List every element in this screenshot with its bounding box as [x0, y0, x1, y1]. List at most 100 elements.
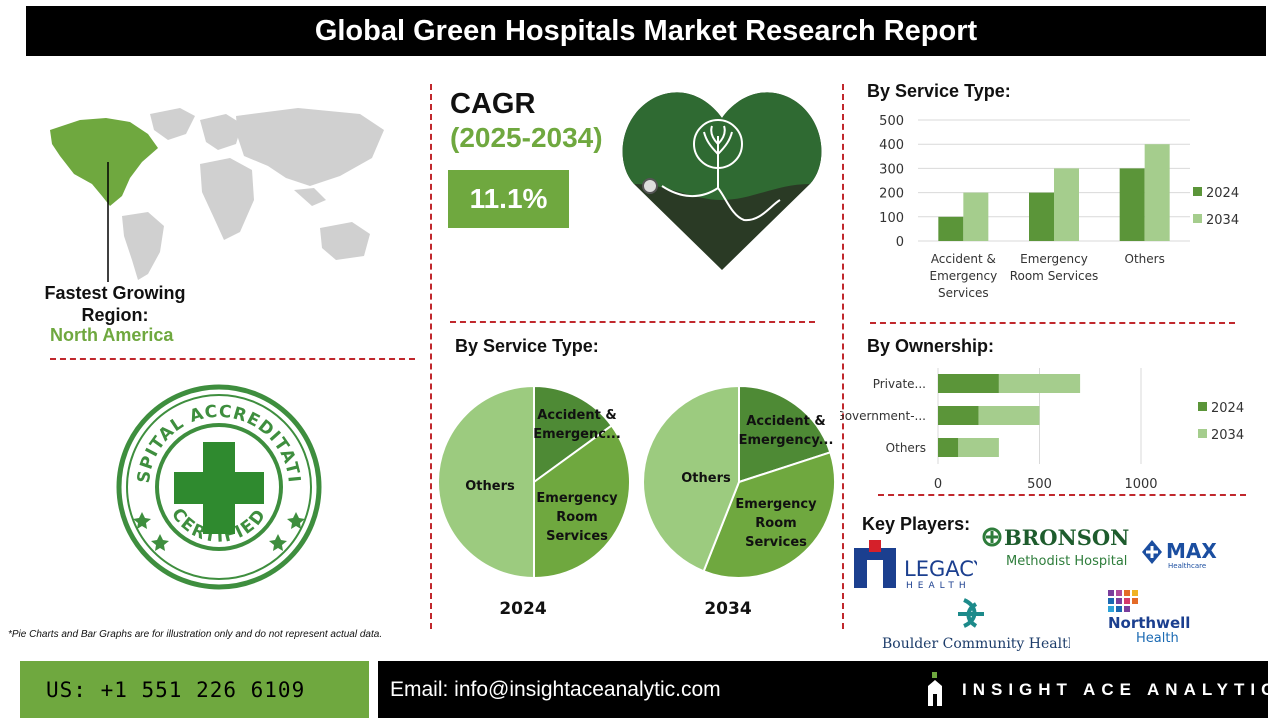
legacy-health-logo: LEGACY HEALTH: [852, 538, 987, 592]
map-australia: [320, 222, 370, 260]
pie-slice-label: Emergency: [536, 491, 618, 506]
bar-2024: [938, 216, 964, 241]
green-heart-stethoscope-icon: [620, 88, 824, 272]
brand-name: INSIGHT ACE ANALYTIC: [962, 680, 1280, 699]
x-tick-label: 0: [934, 477, 942, 492]
bar-2034: [958, 438, 999, 457]
pie-slice: [437, 384, 535, 580]
y-tick-label: 500: [879, 114, 904, 129]
pie-year-label: 2024: [499, 599, 546, 616]
bar-2034: [963, 192, 989, 241]
pie-section-title: By Service Type:: [455, 336, 599, 356]
star-icon: [151, 534, 169, 551]
pie-year-label: 2034: [704, 599, 751, 616]
northwell-name: Northwell: [1108, 614, 1190, 632]
pie-slice: [702, 451, 836, 579]
bar-2024: [938, 406, 979, 425]
bronson-logo: BRONSON Methodist Hospital: [982, 525, 1134, 571]
x-tick-label: Services: [938, 286, 989, 300]
pie-slice-label: Emergency: [735, 497, 817, 512]
ownership-bar-chart: 0 500 1000 Private... Government-... Others 20…: [840, 368, 1244, 492]
cagr-title: CAGR: [450, 88, 536, 120]
map-southeast-asia: [294, 188, 326, 206]
bronson-name: BRONSON: [1004, 525, 1129, 550]
report-title: Global Green Hospitals Market Research R…: [26, 6, 1266, 56]
bar-2034: [978, 406, 1040, 425]
divider-left: [430, 84, 432, 629]
legend-label: 2034: [1206, 213, 1239, 228]
legend-label: 2024: [1211, 401, 1244, 416]
pie-slice-label: Room: [556, 510, 597, 525]
x-tick-label: 1000: [1124, 477, 1157, 492]
legacy-sub: HEALTH: [906, 581, 971, 591]
legend-swatch: [1198, 429, 1207, 438]
y-tick-label: Private...: [873, 377, 926, 391]
footer-bar: [378, 661, 1268, 718]
accreditation-stamp: HOSPITAL ACCREDITATION CERTIFIED: [108, 369, 322, 590]
x-tick-label: Others: [1125, 252, 1165, 266]
pie-slice-label: Emergenc...: [533, 427, 621, 442]
map-asia: [236, 108, 384, 186]
northwell-sub: Health: [1136, 631, 1179, 646]
pie-chart-2034: Accident & Emergency... Emergency Room Servi…: [642, 384, 836, 616]
phone-text: US: +1 551 226 6109: [46, 677, 306, 702]
pie-slice-label: Others: [465, 479, 515, 494]
pie-slice-label: Room: [755, 516, 796, 531]
max-healthcare-logo: MAX Healthcare: [1140, 538, 1230, 572]
y-tick-label: 200: [879, 187, 904, 202]
legend-label: 2034: [1211, 428, 1244, 443]
x-tick-label: Emergency: [929, 269, 997, 283]
y-tick-label: Government-...: [840, 409, 926, 423]
bronson-sub: Methodist Hospital: [1006, 554, 1127, 569]
divider-bar-chart: [870, 322, 1235, 324]
x-tick-label: Emergency: [1020, 252, 1088, 266]
divider-region: [50, 358, 415, 360]
y-tick-label: 300: [879, 162, 904, 177]
bar-2024: [1029, 192, 1054, 241]
northwell-health-logo: Northwell Health: [1104, 588, 1216, 646]
contact-phone[interactable]: US: +1 551 226 6109: [20, 661, 369, 718]
pie-slice-label: Services: [546, 529, 608, 544]
map-europe: [200, 114, 242, 150]
star-icon: [269, 534, 287, 551]
pie-slice-label: Others: [681, 471, 731, 486]
pie-slice: [642, 384, 740, 573]
pie-slice-label: Accident &: [537, 408, 616, 423]
boulder-community-health-logo: Boulder Community Health: [880, 596, 1077, 652]
x-tick-label: Room Services: [1010, 269, 1099, 283]
medical-cross-icon: [174, 442, 264, 534]
footnote: *Pie Charts and Bar Graphs are for illus…: [8, 629, 383, 640]
ownership-title: By Ownership:: [867, 336, 995, 356]
legend-swatch: [1198, 402, 1207, 411]
star-icon: [287, 512, 305, 529]
region-value: North America: [50, 325, 174, 345]
bar-2024: [938, 374, 999, 393]
pie-slice-label: Accident &: [746, 414, 825, 429]
bar-chart-title: By Service Type:: [867, 81, 1011, 101]
divider-right: [842, 84, 844, 629]
pie-slice-label: Emergency...: [739, 433, 834, 448]
max-name: MAX: [1166, 539, 1217, 563]
key-players-title: Key Players:: [862, 514, 971, 534]
y-tick-label: Others: [886, 441, 926, 455]
legend-label: 2024: [1206, 186, 1239, 201]
pie-chart-2024: Accident & Emergenc... Emergency Room Servic…: [437, 384, 631, 616]
insight-ace-logo-icon: [926, 672, 944, 706]
bar-2024: [1119, 168, 1145, 241]
boulder-name: Boulder Community Health: [882, 636, 1070, 652]
contact-email[interactable]: Email: info@insightaceanalytic.com: [390, 678, 721, 701]
y-tick-label: 0: [896, 235, 904, 250]
bar-2034: [1054, 168, 1079, 241]
legend-swatch: [1193, 214, 1202, 223]
map-north-america: [50, 118, 158, 206]
map-greenland: [150, 108, 195, 140]
pie-slice-label: Services: [745, 535, 807, 550]
map-south-america: [122, 212, 164, 280]
star-icon: [133, 512, 151, 529]
y-tick-label: 100: [879, 211, 904, 226]
cagr-years: (2025-2034): [450, 122, 603, 153]
legacy-name: LEGACY: [904, 557, 977, 581]
max-sub: Healthcare: [1168, 562, 1206, 570]
service-type-bar-chart: 0 100 200 300 400 500 Accident & Emergency Servi…: [879, 114, 1239, 300]
legend-swatch: [1193, 187, 1202, 196]
